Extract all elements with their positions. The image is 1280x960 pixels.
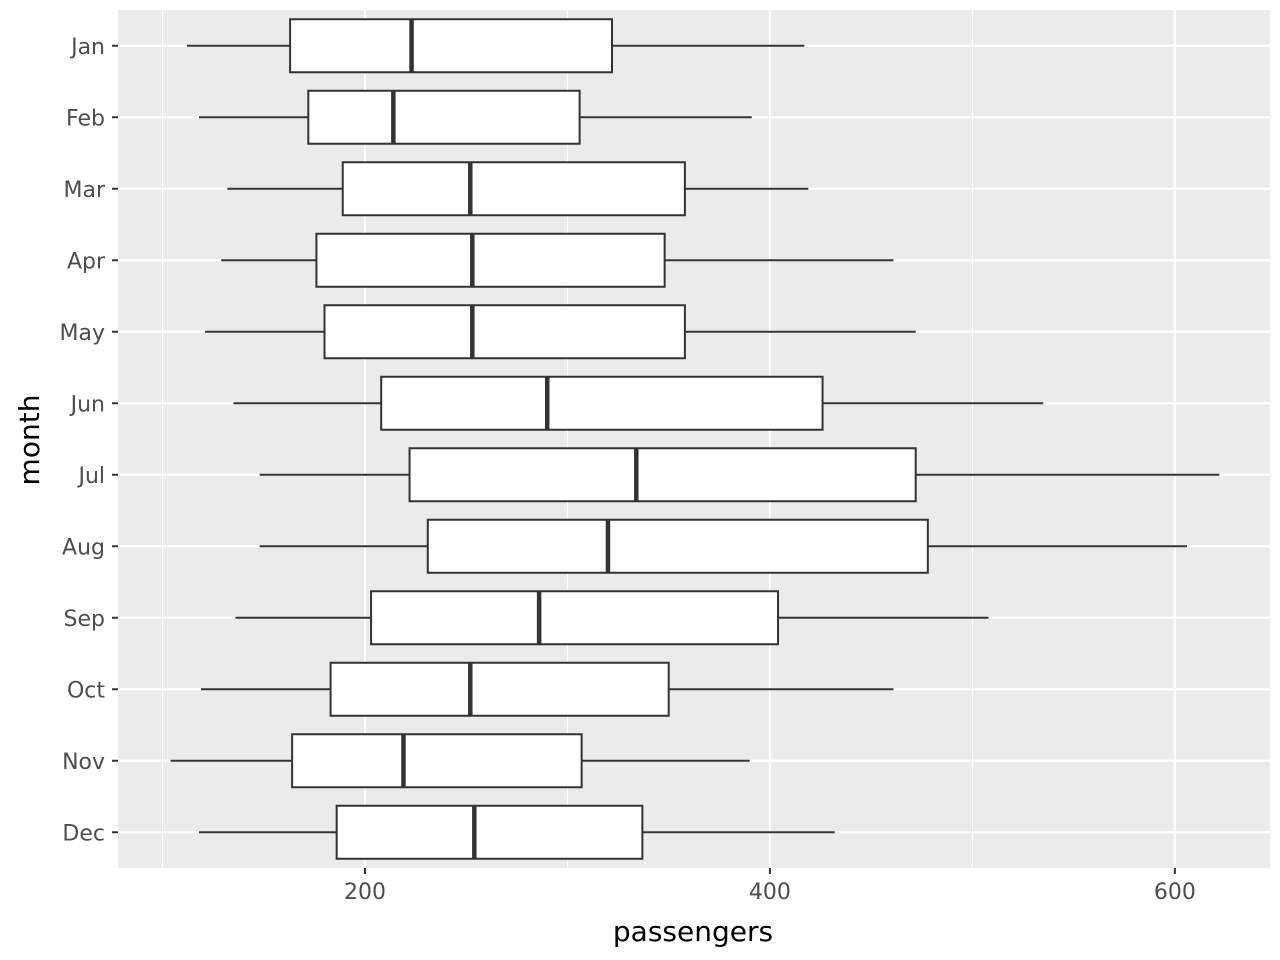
interquartile-box (426, 518, 929, 574)
box-oct (201, 661, 894, 717)
box-jun (233, 375, 1044, 431)
interquartile-box (370, 590, 780, 646)
y-tick-label: Nov (62, 750, 105, 775)
box-feb (198, 89, 752, 145)
x-axis-title: passengers (613, 915, 773, 948)
box-nov (170, 733, 750, 789)
x-tick-label: 400 (749, 880, 791, 905)
y-tick-label: May (60, 321, 105, 346)
box-sep (235, 590, 989, 646)
y-axis-title: month (13, 395, 46, 486)
box-jan (186, 18, 805, 74)
interquartile-box (408, 447, 917, 503)
y-tick-label: Jan (69, 35, 105, 60)
box-mar (227, 161, 809, 217)
y-tick-label: Oct (67, 678, 105, 703)
x-tick-label: 600 (1154, 880, 1196, 905)
box-dec (198, 804, 835, 860)
y-tick-label: Jul (76, 464, 105, 489)
box-series (170, 18, 1220, 860)
interquartile-box (329, 661, 670, 717)
x-axis: 200 400 600 (344, 868, 1196, 905)
y-tick-label: Feb (66, 106, 105, 131)
interquartile-box (315, 232, 666, 288)
y-tick-label: Sep (64, 607, 105, 632)
interquartile-box (291, 733, 583, 789)
y-tick-label: Jun (69, 392, 105, 417)
box-aug (259, 518, 1187, 574)
y-tick-label: Dec (62, 821, 105, 846)
minor-gridlines (161, 10, 973, 868)
y-tick-label: Apr (67, 249, 106, 274)
interquartile-box (341, 161, 686, 217)
interquartile-box (307, 89, 581, 145)
box-jul (259, 447, 1220, 503)
interquartile-box (380, 375, 824, 431)
interquartile-box (323, 304, 686, 360)
plot-panel (118, 10, 1270, 868)
x-tick-label: 200 (344, 880, 386, 905)
interquartile-box (289, 18, 614, 74)
interquartile-box (335, 804, 644, 860)
y-axis: Jan Feb Mar Apr May Jun Jul Aug Sep Oct Nov Dec (60, 35, 118, 846)
y-tick-label: Aug (62, 535, 105, 560)
box-may (205, 304, 916, 360)
y-tick-label: Mar (63, 178, 105, 203)
box-apr (221, 232, 894, 288)
